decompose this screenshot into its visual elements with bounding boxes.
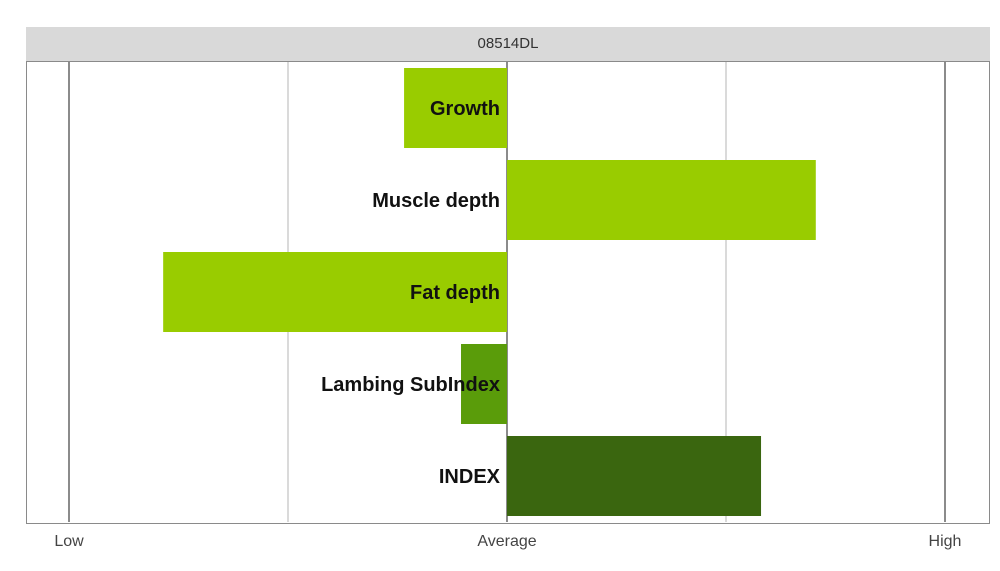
bar — [163, 252, 508, 332]
bars — [163, 68, 816, 516]
bar-category-label: Fat depth — [410, 282, 500, 304]
bar — [404, 68, 507, 148]
chart-title: 08514DL — [477, 35, 539, 52]
bar-category-label: INDEX — [439, 466, 501, 488]
bar-labels: Growth Muscle depth Fat depth Lambing SubIn… — [321, 98, 501, 488]
chart-title-strip: 08514DL — [26, 27, 990, 61]
bar-category-label: Muscle depth — [372, 190, 500, 212]
bar — [461, 344, 507, 424]
bar — [507, 436, 762, 516]
x-tick-label: Average — [477, 533, 537, 550]
x-tick-label: High — [928, 533, 962, 550]
x-tick-label: Low — [54, 533, 84, 550]
bar-category-label: Lambing SubIndex — [321, 374, 500, 396]
bar-category-label: Growth — [430, 98, 500, 120]
bar — [507, 160, 816, 240]
